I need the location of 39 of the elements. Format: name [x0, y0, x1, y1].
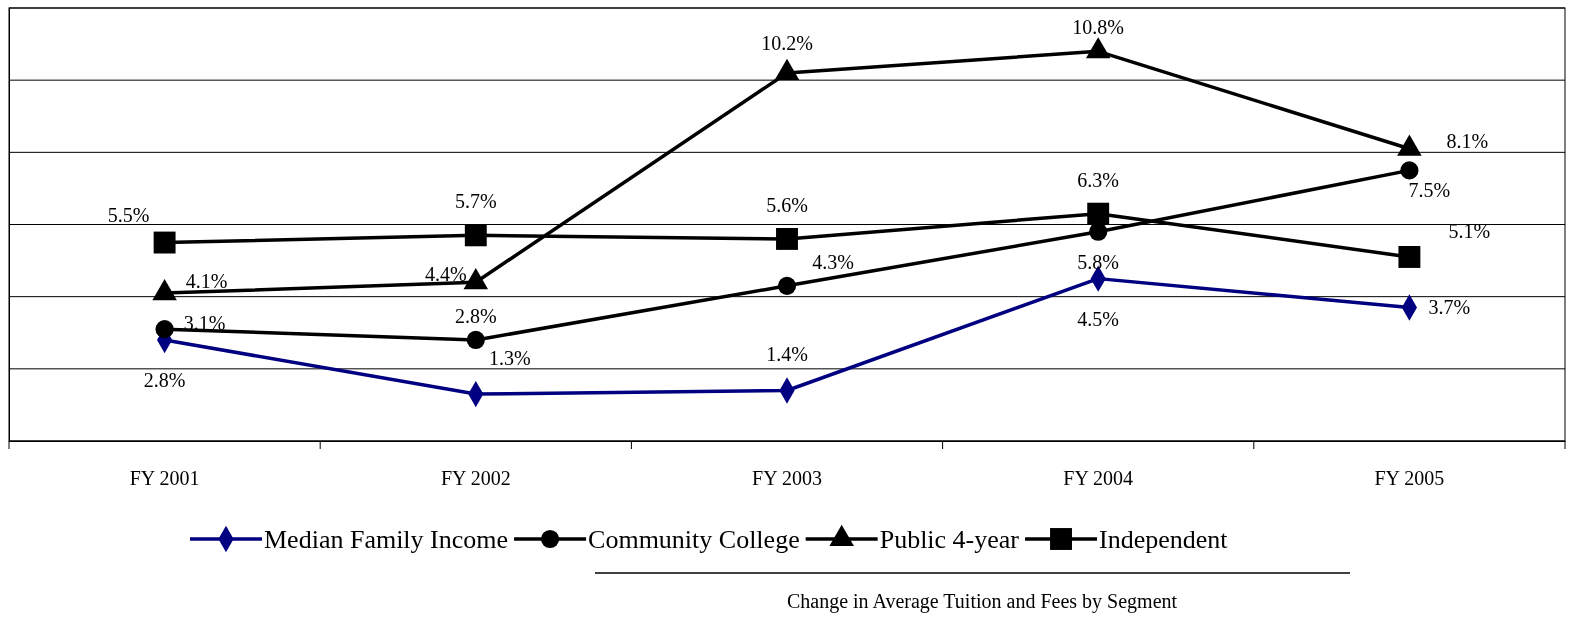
data-label: 2.8%: [143, 368, 186, 391]
point: [776, 227, 798, 250]
x-tick-label: FY 2001: [129, 467, 200, 490]
data-label: 3.7%: [1428, 296, 1471, 319]
data-label: 4.3%: [812, 250, 854, 273]
x-tick-label: FY 2004: [1063, 467, 1134, 490]
x-tick-label: FY 2005: [1374, 467, 1445, 490]
data-label: 5.6%: [766, 193, 808, 216]
x-tick-label: FY 2002: [440, 467, 511, 490]
legend-label: Public 4-year: [879, 525, 1020, 555]
point: [1400, 161, 1419, 180]
point: [1398, 246, 1421, 268]
point: [774, 58, 800, 81]
point: [155, 320, 174, 339]
data-label: 10.8%: [1072, 16, 1125, 39]
legend-label: Community College: [588, 525, 800, 555]
data-label: 4.1%: [185, 270, 228, 293]
point: [153, 231, 176, 254]
point: [1085, 37, 1111, 59]
data-label: 7.5%: [1408, 179, 1451, 202]
legend-label: Median Family Income: [264, 525, 509, 555]
data-label: 2.8%: [454, 304, 497, 327]
x-tick-label: FY 2003: [752, 467, 822, 490]
data-label: 1.4%: [766, 343, 808, 366]
text: Change in Average Tuition and Fees by Segment: [786, 590, 1178, 613]
data-label: 5.8%: [1077, 250, 1120, 273]
data-label: 5.7%: [454, 190, 497, 213]
data-label: 10.2%: [761, 31, 813, 54]
data-label: 8.1%: [1446, 129, 1489, 152]
point: [464, 224, 487, 247]
data-label: 4.4%: [424, 263, 467, 286]
data-label: 4.5%: [1077, 307, 1120, 330]
point: [466, 330, 485, 350]
data-label: 1.3%: [488, 347, 531, 370]
legend-label: Independent: [1099, 525, 1229, 555]
point: [777, 276, 797, 295]
data-label: 6.3%: [1077, 168, 1120, 191]
data-label: 5.5%: [107, 203, 150, 226]
point: [1087, 202, 1110, 225]
